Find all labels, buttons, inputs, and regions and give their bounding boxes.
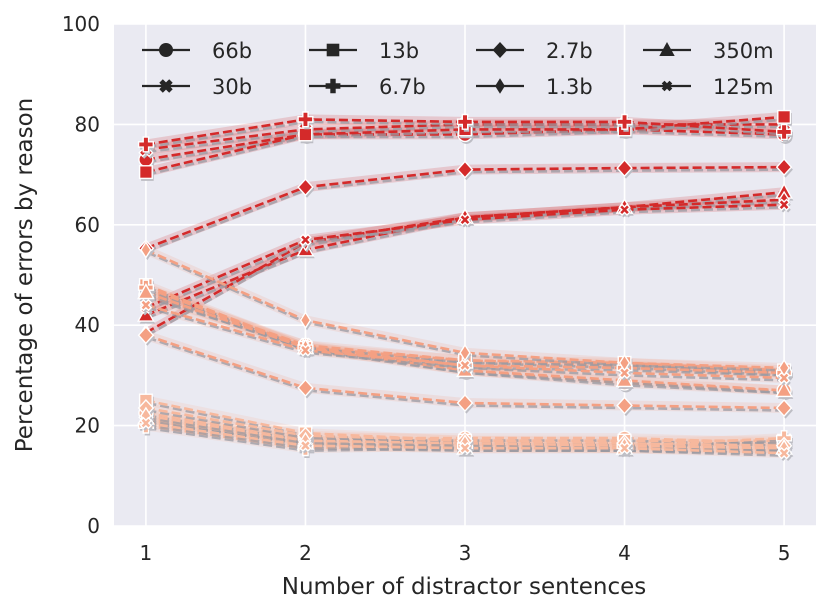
x-tick-label: 5 xyxy=(778,541,791,565)
data-point-2.7b xyxy=(297,378,314,398)
series-shadow-6.7b xyxy=(147,120,786,149)
data-point-6.7b xyxy=(297,111,314,128)
data-point-125m xyxy=(458,359,472,372)
data-point-125m xyxy=(618,366,631,380)
y-tick-label: 100 xyxy=(62,12,100,36)
data-point-125m xyxy=(777,371,791,385)
x-tick-label: 4 xyxy=(618,541,631,565)
data-point-2.7b xyxy=(456,393,474,413)
series-line-125m xyxy=(145,203,785,309)
data-point-13b xyxy=(298,127,313,142)
legend-label-350m: 350m xyxy=(713,39,774,63)
legend-marker-6.7b xyxy=(325,78,341,94)
data-point-6.7b xyxy=(776,123,793,141)
legend-label-2.7b: 2.7b xyxy=(546,39,593,63)
legend-marker-125m xyxy=(661,80,673,92)
data-point-2.7b xyxy=(775,398,793,418)
legend-marker-30b xyxy=(159,79,173,93)
data-point-2.7b xyxy=(297,178,314,197)
data-point-1.3b xyxy=(299,311,312,330)
y-tick-label: 60 xyxy=(75,213,100,237)
series-markers xyxy=(137,109,794,461)
legend-marker-13b xyxy=(326,43,340,57)
legend-label-66b: 66b xyxy=(212,39,252,63)
data-point-2.7b xyxy=(775,157,793,177)
data-point-2.7b xyxy=(137,326,155,345)
series-line-350m xyxy=(145,190,785,317)
legend: 66b 13b 2.7b 350m 30b 6.7b 1.3b 125m xyxy=(142,39,774,99)
series-shadow-1.3b xyxy=(146,251,786,372)
data-point-125m xyxy=(299,439,312,452)
data-point-1.3b xyxy=(459,343,471,362)
data-point-125m xyxy=(299,233,312,247)
data-point-125m xyxy=(458,213,472,226)
y-axis-label: Percentage of errors by reason xyxy=(12,98,38,453)
legend-marker-350m xyxy=(659,42,675,56)
y-axis-ticks: 0 20 40 60 80 100 xyxy=(62,12,100,538)
data-point-125m xyxy=(458,441,472,455)
x-axis-ticks: 1 2 3 4 5 xyxy=(140,541,791,565)
y-tick-label: 20 xyxy=(75,414,100,438)
x-tick-label: 3 xyxy=(459,541,472,565)
x-axis-label: Number of distractor sentences xyxy=(282,574,646,600)
data-point-125m xyxy=(618,203,631,217)
legend-label-13b: 13b xyxy=(379,39,419,63)
series-shadow-125m xyxy=(146,205,786,312)
series-line-1.3b xyxy=(145,248,785,370)
legend-label-1.3b: 1.3b xyxy=(546,75,593,99)
x-tick-label: 1 xyxy=(140,541,153,565)
data-point-125m xyxy=(139,298,153,312)
legend-label-125m: 125m xyxy=(713,75,774,99)
data-point-125m xyxy=(777,198,791,211)
data-point-125m xyxy=(299,343,312,357)
legend-label-6.7b: 6.7b xyxy=(379,75,426,99)
legend-marker-66b xyxy=(159,43,173,57)
data-point-125m xyxy=(618,441,631,455)
data-point-13b xyxy=(777,109,792,124)
x-tick-label: 2 xyxy=(299,541,312,565)
series-line-13b xyxy=(145,399,785,442)
y-tick-label: 0 xyxy=(87,514,100,538)
data-point-125m xyxy=(777,447,791,460)
series-line-2.7b xyxy=(145,406,785,447)
data-point-350m xyxy=(137,283,155,300)
series-line-66b xyxy=(145,128,785,161)
legend-marker-1.3b xyxy=(495,78,505,94)
data-point-6.7b xyxy=(456,113,474,130)
data-point-2.7b xyxy=(616,158,633,178)
y-tick-label: 40 xyxy=(75,313,100,337)
data-point-1.3b xyxy=(140,240,152,259)
legend-marker-2.7b xyxy=(492,42,508,58)
data-point-125m xyxy=(139,416,153,430)
data-point-13b xyxy=(138,165,153,180)
data-point-6.7b xyxy=(616,113,633,130)
y-tick-label: 80 xyxy=(75,112,100,136)
data-point-2.7b xyxy=(456,160,474,179)
data-point-350m xyxy=(775,380,793,398)
series-line-1.3b xyxy=(145,414,785,450)
data-point-6.7b xyxy=(137,136,155,153)
series-line-6.7b xyxy=(145,118,785,146)
series-shadow-66b xyxy=(147,130,786,164)
legend-label-30b: 30b xyxy=(212,75,252,99)
data-point-2.7b xyxy=(616,396,633,415)
